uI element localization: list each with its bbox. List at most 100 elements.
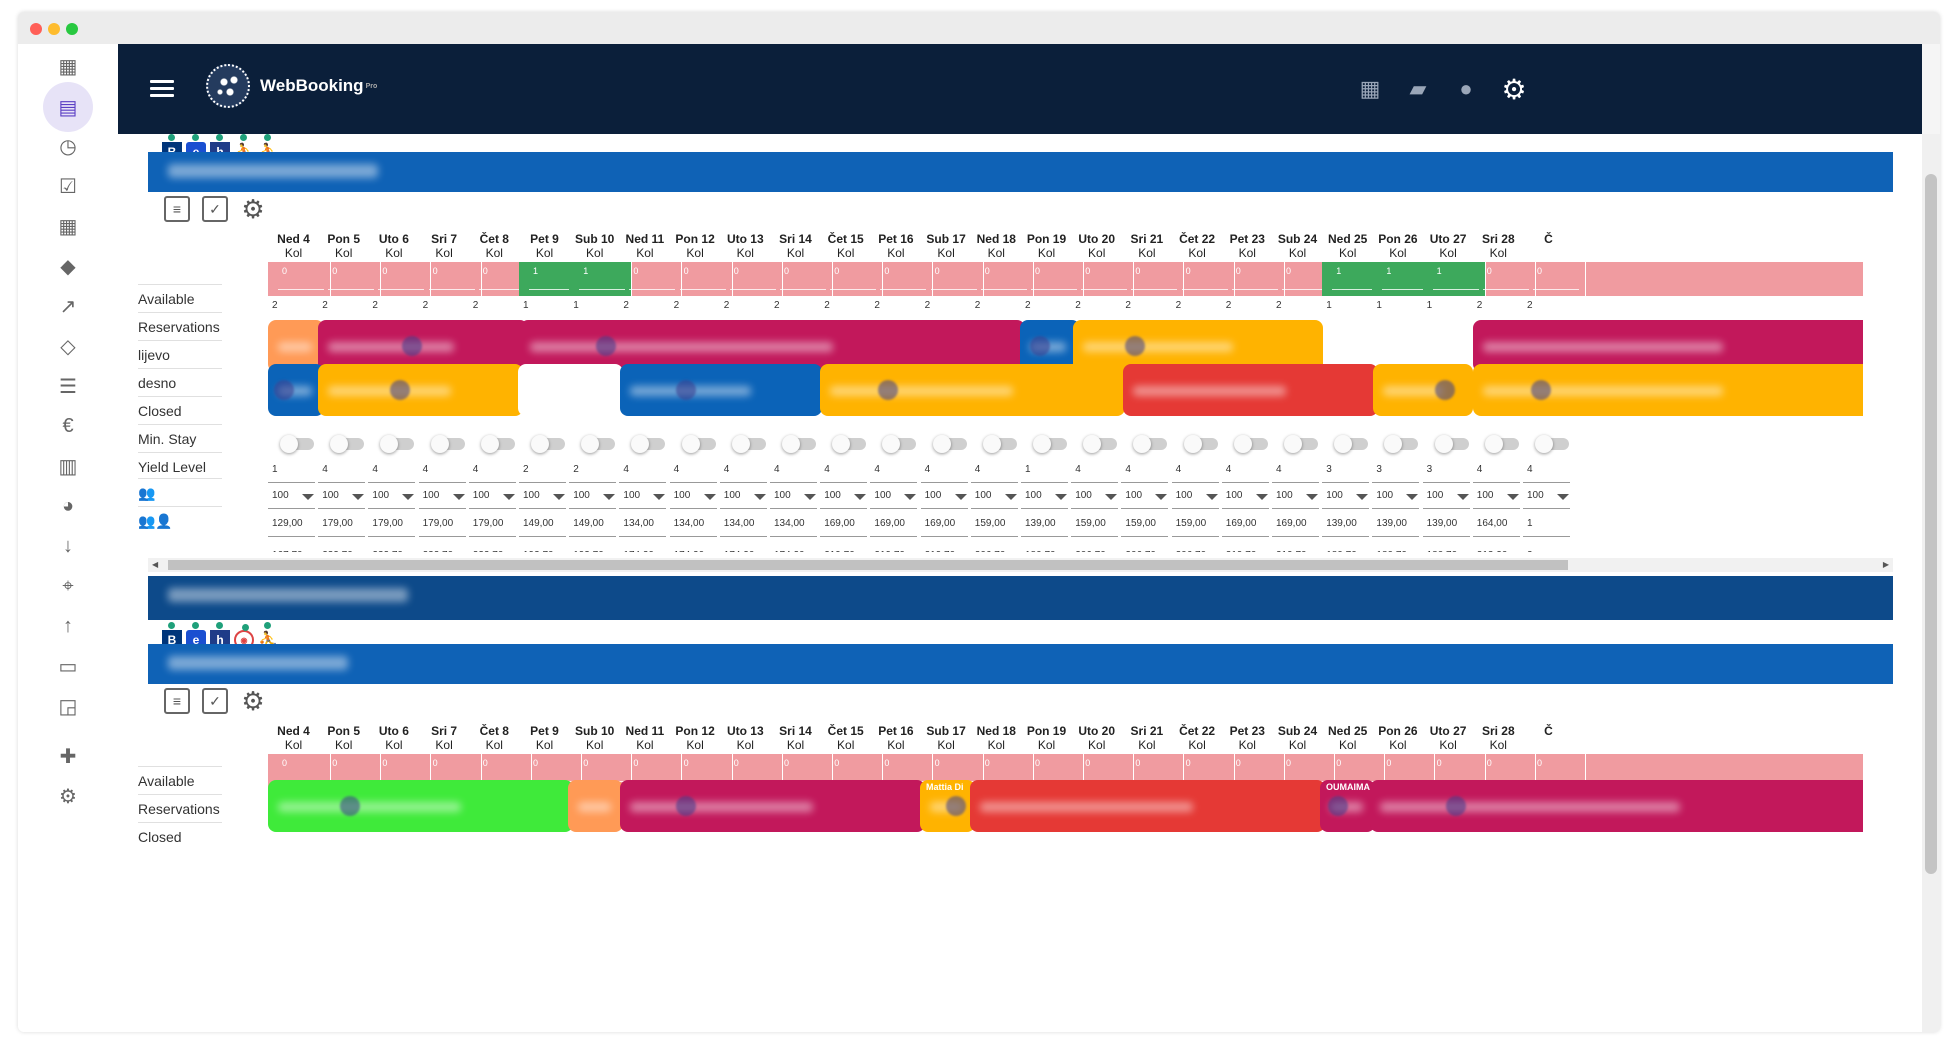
min-stay-cell[interactable]: 4	[961, 464, 1024, 483]
price2-cell[interactable]: 179,00	[409, 518, 472, 537]
price2-cell[interactable]: 169,00	[911, 518, 974, 537]
price2-cell[interactable]: 139,00	[1413, 518, 1476, 537]
scroll-left-icon[interactable]: ◀	[152, 560, 159, 569]
clock-icon[interactable]: ◷	[59, 135, 77, 158]
reservation-bar[interactable]	[268, 364, 324, 416]
min-stay-cell[interactable]: 4	[1513, 464, 1576, 483]
euro-icon[interactable]: €	[62, 414, 74, 437]
price2-cell[interactable]: 159,00	[1061, 518, 1124, 537]
availability-cell[interactable]: 0	[971, 262, 1034, 296]
availability-cell[interactable]: 0	[619, 262, 683, 296]
yield-level-select[interactable]: 100	[760, 490, 823, 509]
availability-cell[interactable]: 0	[318, 262, 382, 296]
closed-toggle[interactable]	[1284, 435, 1318, 453]
closed-toggle[interactable]	[1233, 435, 1268, 453]
feedback-icon[interactable]: ▰	[1409, 76, 1427, 101]
vertical-scrollbar-thumb[interactable]	[1925, 174, 1937, 874]
min-stay-cell[interactable]: 4	[308, 464, 371, 483]
closed-toggle[interactable]	[1133, 435, 1168, 453]
reservation-bar[interactable]	[1370, 780, 1863, 832]
min-stay-cell[interactable]: 4	[1262, 464, 1325, 483]
add-person-icon[interactable]: ✚	[59, 745, 77, 768]
yield-level-select[interactable]: 100	[860, 490, 923, 509]
closed-toggle[interactable]	[1434, 435, 1469, 453]
price2-cell[interactable]: 134,00	[609, 518, 672, 537]
reservation-bar[interactable]	[620, 780, 925, 832]
tag-outline-icon[interactable]: ◇	[60, 335, 76, 358]
book-icon[interactable]: ▥	[58, 455, 78, 478]
closed-toggle[interactable]	[1535, 435, 1569, 453]
closed-toggle[interactable]	[430, 435, 465, 453]
calendar-check-tool-icon[interactable]: ✓	[202, 196, 228, 222]
min-stay-cell[interactable]: 4	[710, 464, 773, 483]
yield-level-select[interactable]: 100	[1413, 490, 1476, 509]
min-stay-cell[interactable]: 4	[660, 464, 723, 483]
reservation-bar[interactable]	[1473, 320, 1863, 372]
closed-toggle[interactable]	[1033, 435, 1067, 453]
closed-toggle[interactable]	[1384, 435, 1419, 453]
yield-level-select[interactable]: 100	[409, 490, 472, 509]
calendar-check-tool-icon[interactable]: ✓	[202, 688, 228, 714]
closed-toggle[interactable]	[731, 435, 766, 453]
reservation-bar[interactable]	[318, 320, 528, 372]
yield-level-select[interactable]: 100	[1162, 490, 1225, 509]
price2-cell[interactable]: 134,00	[710, 518, 773, 537]
min-stay-cell[interactable]: 4	[1212, 464, 1275, 483]
calendar-check-icon[interactable]: ☑	[59, 175, 77, 198]
price2-cell[interactable]: 129,00	[268, 518, 321, 537]
yield-level-select[interactable]: 100	[559, 490, 622, 509]
reservation-bar[interactable]	[268, 320, 324, 372]
yield-level-select[interactable]: 100	[308, 490, 371, 509]
yield-level-select[interactable]: 100	[609, 490, 672, 509]
reservation-bar[interactable]	[1373, 364, 1473, 416]
yield-level-select[interactable]: 100	[1312, 490, 1375, 509]
price2-cell[interactable]: 179,00	[459, 518, 522, 537]
yield-level-select[interactable]: 100	[459, 490, 522, 509]
price2-cell[interactable]: 159,00	[961, 518, 1024, 537]
min-stay-cell[interactable]: 4	[1162, 464, 1225, 483]
closed-toggle[interactable]	[1484, 435, 1519, 453]
availability-cell[interactable]: 0	[670, 262, 733, 296]
closed-toggle[interactable]	[832, 435, 867, 453]
price2-cell[interactable]: 159,00	[1162, 518, 1225, 537]
min-stay-cell[interactable]: 4	[459, 464, 522, 483]
minimize-window-button[interactable]	[48, 23, 60, 35]
settings-gear-icon[interactable]: ⚙	[1501, 73, 1527, 105]
availability-cell[interactable]: 0	[770, 262, 833, 296]
horizontal-scrollbar[interactable]: ◀ ▶	[148, 558, 1893, 572]
calendar-icon[interactable]: ▦	[58, 215, 78, 238]
price2-cell[interactable]: 139,00	[1362, 518, 1425, 537]
availability-cell[interactable]: 0	[820, 262, 884, 296]
reservation-bar[interactable]	[318, 364, 523, 416]
availability-cell[interactable]: 0	[419, 262, 482, 296]
price2-cell[interactable]: 139,00	[1011, 518, 1074, 537]
closed-toggle[interactable]	[982, 435, 1017, 453]
empty-slot[interactable]	[518, 364, 623, 416]
min-stay-cell[interactable]: 4	[911, 464, 974, 483]
min-stay-cell[interactable]: 3	[1312, 464, 1375, 483]
list-view-icon[interactable]: ≡	[164, 196, 190, 222]
reservation-bar[interactable]	[520, 320, 1025, 372]
app-logo[interactable]: WebBooking Pro	[206, 64, 377, 108]
availability-cell[interactable]: 0	[1222, 262, 1285, 296]
closed-toggle[interactable]	[782, 435, 816, 453]
price2-cell[interactable]: 149,00	[509, 518, 572, 537]
availability-cell[interactable]: 0	[1121, 262, 1185, 296]
availability-cell[interactable]: 0	[1172, 262, 1235, 296]
menu-icon[interactable]	[150, 80, 174, 98]
availability-cell[interactable]: 0	[1473, 262, 1536, 296]
min-stay-cell[interactable]: 4	[810, 464, 873, 483]
gear-icon[interactable]: ⚙	[59, 785, 77, 808]
availability-cell[interactable]: 0	[1071, 262, 1135, 296]
price2-cell[interactable]: 169,00	[860, 518, 923, 537]
price2-cell[interactable]: 134,00	[660, 518, 723, 537]
availability-cell[interactable]: 1	[1422, 262, 1486, 296]
closed-toggle[interactable]	[1334, 435, 1369, 453]
close-window-button[interactable]	[30, 23, 42, 35]
min-stay-cell[interactable]: 3	[1413, 464, 1476, 483]
closed-toggle[interactable]	[330, 435, 365, 453]
price2-cell[interactable]: 169,00	[1212, 518, 1275, 537]
closed-toggle[interactable]	[380, 435, 415, 453]
min-stay-cell[interactable]: 1	[1011, 464, 1074, 483]
price2-cell[interactable]: 169,00	[810, 518, 873, 537]
